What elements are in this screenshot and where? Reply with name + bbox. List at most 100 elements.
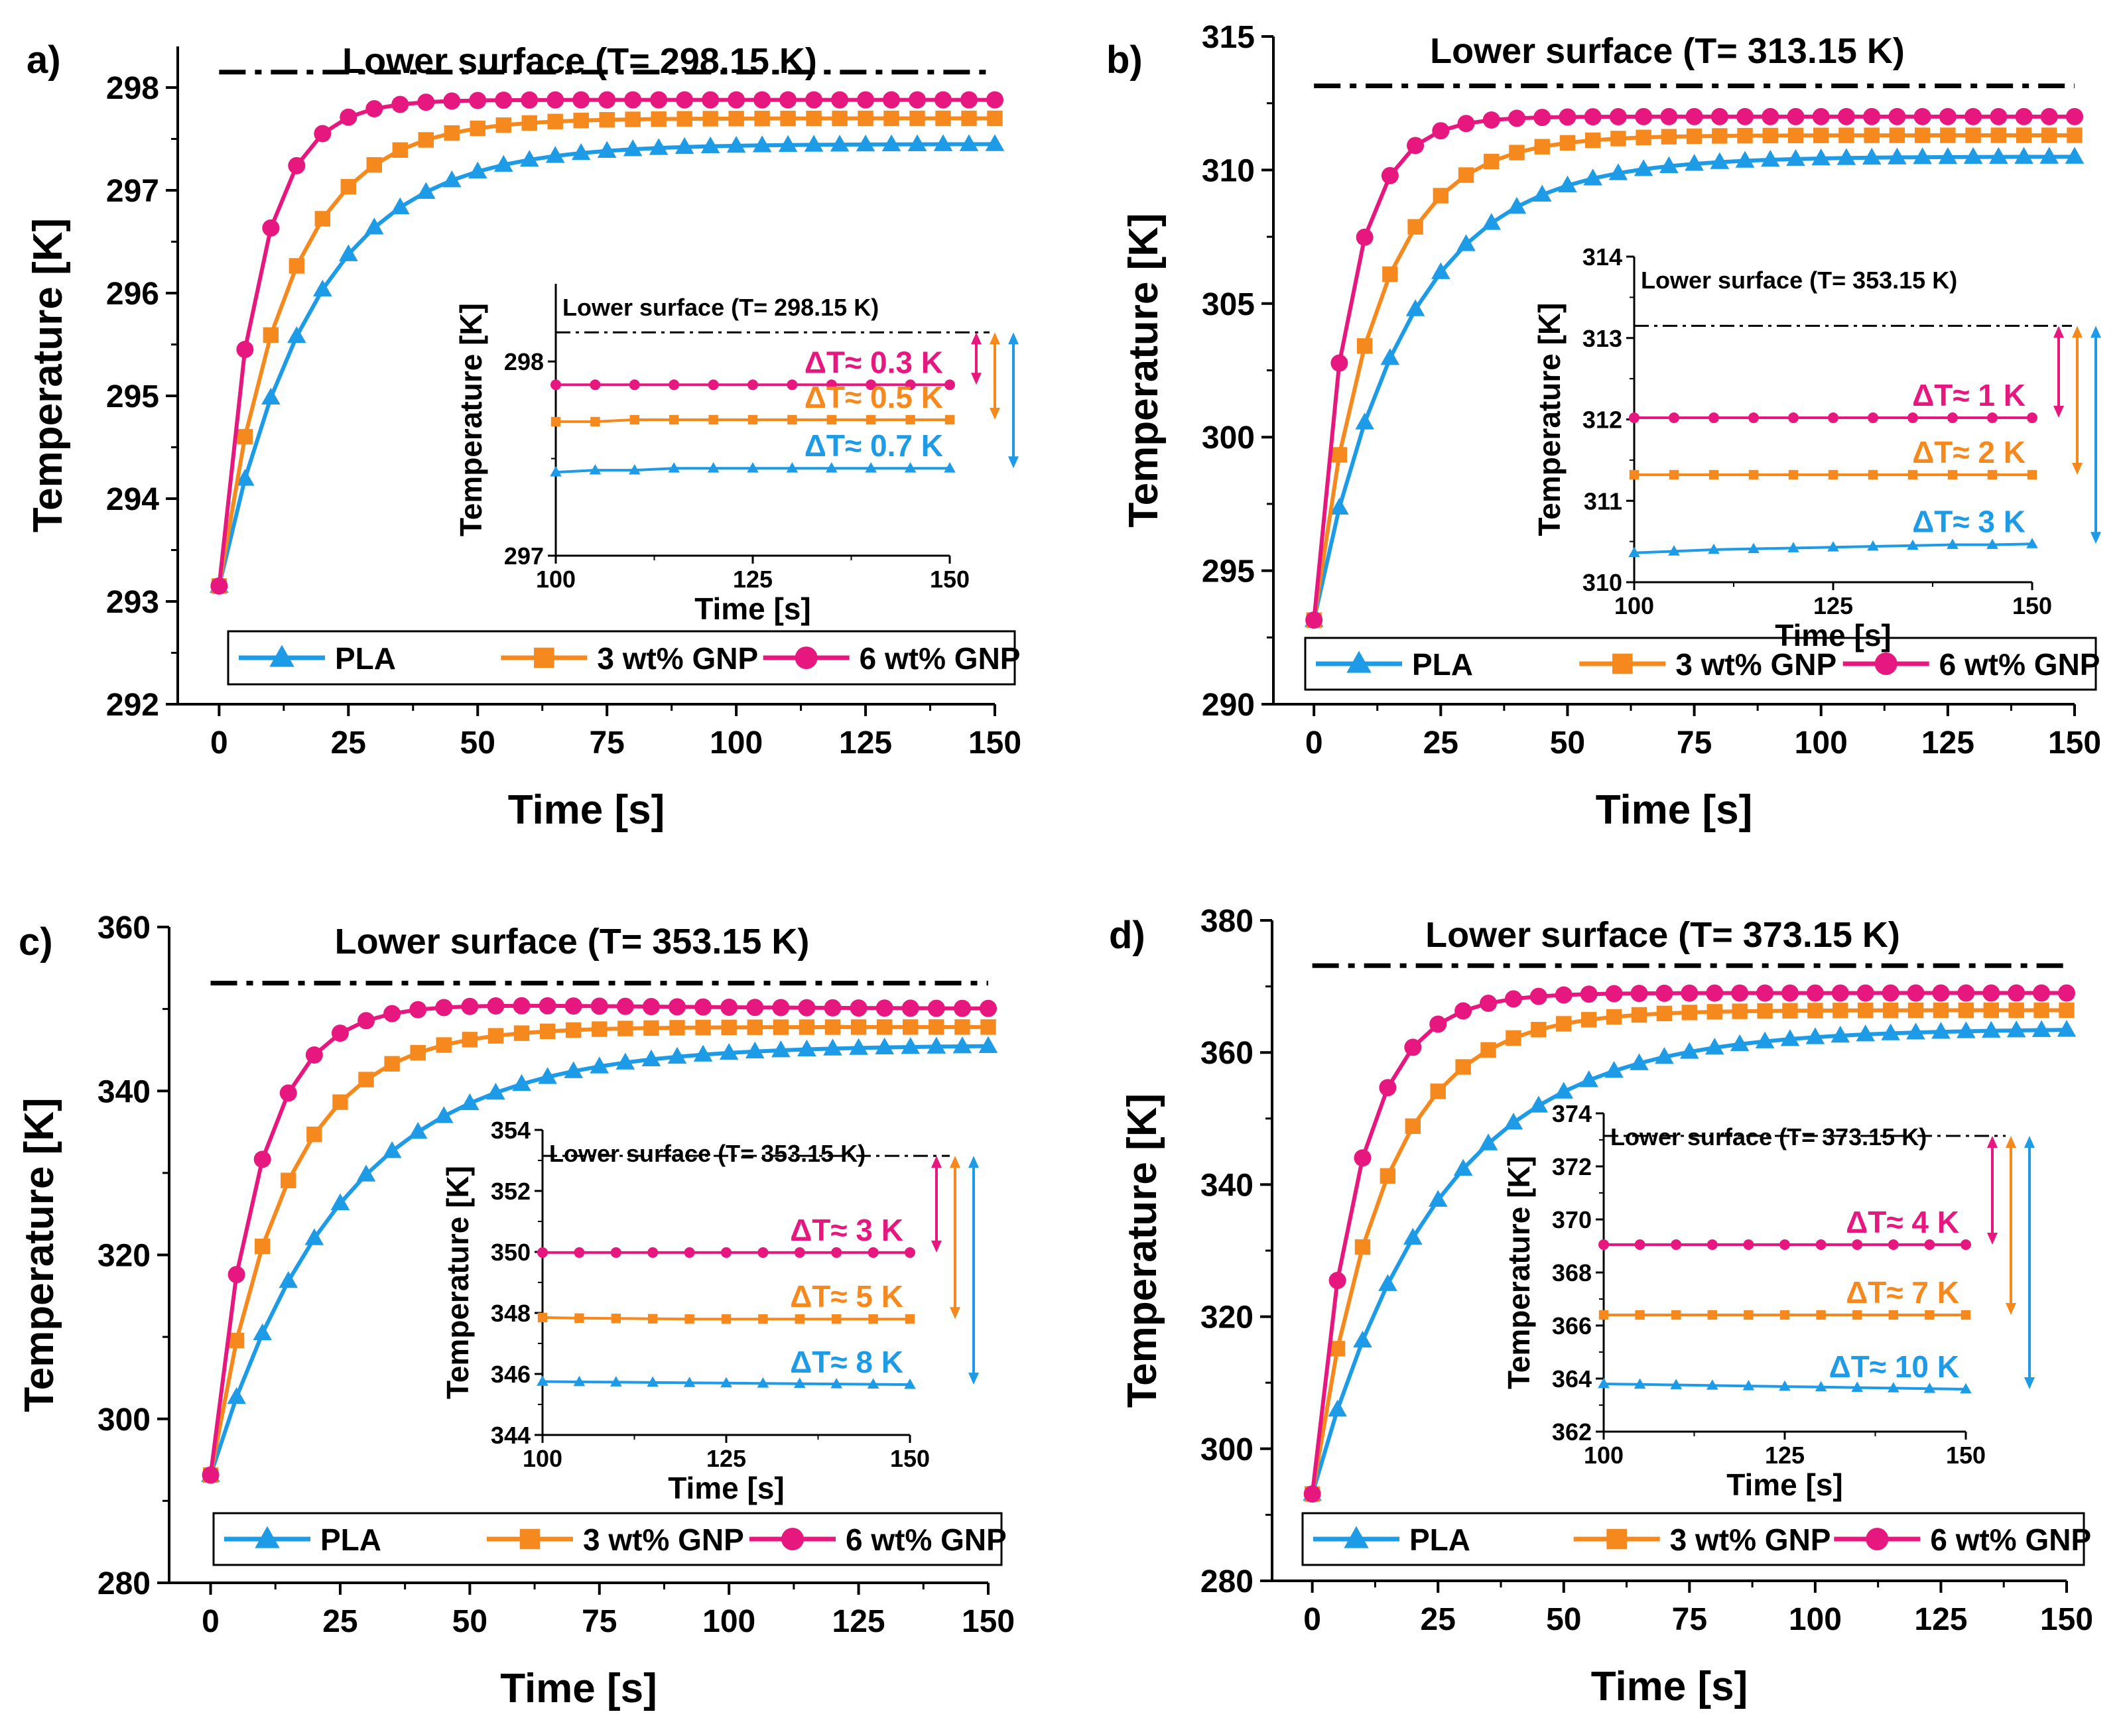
inset-x-tick-label: 100 bbox=[1584, 1442, 1624, 1469]
inset-x-axis-label: Time [s] bbox=[668, 1471, 785, 1505]
inset-series-3-wt-gnp bbox=[537, 1312, 915, 1324]
data-point bbox=[2031, 1020, 2051, 1037]
inset-data-point bbox=[1788, 412, 1799, 424]
series-3-wt-gnp bbox=[1304, 1002, 2075, 1502]
data-point bbox=[935, 110, 951, 127]
chart-panel-2: b) 290 295 300 305 310 315 0 25 50 75 100 125 150 Time… bbox=[1106, 20, 2101, 833]
data-point bbox=[804, 135, 824, 152]
data-point bbox=[547, 113, 563, 129]
data-point bbox=[824, 1019, 841, 1035]
data-point bbox=[263, 327, 279, 343]
data-point bbox=[752, 135, 772, 153]
inset-data-point bbox=[550, 465, 562, 477]
data-point bbox=[410, 1044, 426, 1061]
x-tick-label: 25 bbox=[1423, 725, 1458, 761]
data-point bbox=[1938, 147, 1958, 164]
data-point bbox=[202, 1466, 220, 1484]
inset-series-pla bbox=[550, 462, 956, 477]
inset-data-point bbox=[826, 414, 836, 425]
data-point bbox=[934, 91, 952, 109]
data-point bbox=[512, 1074, 531, 1091]
data-point bbox=[961, 110, 977, 127]
data-point bbox=[798, 999, 816, 1017]
legend-label: PLA bbox=[335, 641, 396, 676]
x-tick-label: 125 bbox=[1921, 725, 1974, 761]
data-point bbox=[331, 1024, 349, 1042]
inset-data-point bbox=[1668, 545, 1680, 556]
inset-x-tick-label: 100 bbox=[1614, 592, 1654, 619]
inset-data-point bbox=[1828, 412, 1838, 424]
inset-data-point bbox=[867, 1378, 879, 1389]
legend-item: PLA bbox=[1316, 647, 1473, 682]
inset-data-point bbox=[1961, 1239, 1971, 1250]
y-tick-label: 360 bbox=[1200, 1036, 1254, 1071]
data-point bbox=[953, 999, 971, 1017]
legend-item: 6 wt% GNP bbox=[1834, 1522, 2091, 1557]
inset-data-point bbox=[1628, 546, 1640, 558]
data-point bbox=[1354, 1239, 1371, 1255]
data-point bbox=[986, 91, 1003, 109]
data-point bbox=[726, 135, 746, 153]
inset-data-point bbox=[1669, 412, 1679, 424]
data-point bbox=[1888, 107, 1906, 125]
inset-x-axis-label: Time [s] bbox=[1775, 618, 1892, 652]
data-point bbox=[1807, 1003, 1823, 1019]
data-point bbox=[700, 136, 720, 154]
data-point bbox=[1833, 1003, 1848, 1019]
inset-data-point bbox=[574, 1247, 585, 1258]
data-point bbox=[1636, 129, 1651, 145]
y-tick-label: 380 bbox=[1200, 904, 1254, 939]
x-tick-label: 50 bbox=[1546, 1602, 1581, 1637]
data-point bbox=[314, 211, 331, 227]
inset-data-point bbox=[866, 379, 877, 391]
inset-series-6-wt-gnp bbox=[550, 379, 955, 391]
data-point bbox=[1456, 234, 1476, 251]
data-point bbox=[1964, 107, 1982, 125]
inset-data-point bbox=[2027, 469, 2037, 480]
legend-label: 6 wt% GNP bbox=[1930, 1522, 2091, 1557]
data-point bbox=[1781, 984, 1799, 1002]
data-point bbox=[1634, 159, 1653, 176]
data-point bbox=[416, 182, 436, 199]
inset-data-point bbox=[1669, 469, 1679, 480]
y-tick-label: 300 bbox=[1200, 1432, 1254, 1467]
inset-data-point bbox=[684, 1247, 695, 1258]
inset-y-tick-label: 310 bbox=[1582, 569, 1622, 596]
data-point bbox=[304, 1228, 324, 1245]
data-point bbox=[469, 92, 487, 109]
inset-data-point bbox=[1925, 1310, 1935, 1320]
data-point bbox=[2057, 1020, 2077, 1037]
inset-y-tick-label: 312 bbox=[1582, 406, 1622, 434]
data-point bbox=[279, 1271, 298, 1288]
legend-label: 3 wt% GNP bbox=[1670, 1522, 1831, 1557]
chart-panel-1: a) 292 293 294 295 296 297 298 0 25 50 75 100 125 150 T… bbox=[25, 38, 1021, 833]
data-point bbox=[539, 1023, 556, 1040]
inset-data-point bbox=[610, 1376, 622, 1387]
data-point bbox=[980, 999, 997, 1017]
data-point bbox=[954, 1019, 970, 1035]
inset-data-point bbox=[611, 1314, 621, 1324]
inset-y-tick-label: 368 bbox=[1552, 1259, 1592, 1286]
inset-data-point bbox=[944, 414, 955, 425]
data-point bbox=[615, 1052, 635, 1070]
inset-data-point bbox=[1907, 469, 1918, 480]
data-point bbox=[1882, 1002, 1899, 1019]
y-tick-label: 297 bbox=[106, 174, 159, 209]
data-point bbox=[254, 1238, 271, 1255]
data-point bbox=[460, 1093, 480, 1111]
legend-label: 3 wt% GNP bbox=[583, 1522, 744, 1557]
legend-marker bbox=[519, 1528, 541, 1550]
data-point bbox=[927, 999, 945, 1017]
data-point bbox=[1757, 1003, 1773, 1019]
inset-data-point bbox=[758, 1314, 768, 1324]
inset-series-3-wt-gnp bbox=[550, 414, 955, 427]
delta-arrow bbox=[931, 1156, 942, 1253]
data-point bbox=[1957, 1021, 1976, 1038]
data-point bbox=[365, 100, 383, 118]
inset-y-tick-label: 350 bbox=[491, 1239, 531, 1266]
data-point bbox=[1933, 1002, 1949, 1019]
data-point bbox=[443, 92, 461, 110]
inset-x-tick-label: 150 bbox=[1946, 1442, 1986, 1469]
inset-data-point bbox=[1851, 1381, 1863, 1392]
data-point bbox=[773, 1019, 789, 1035]
